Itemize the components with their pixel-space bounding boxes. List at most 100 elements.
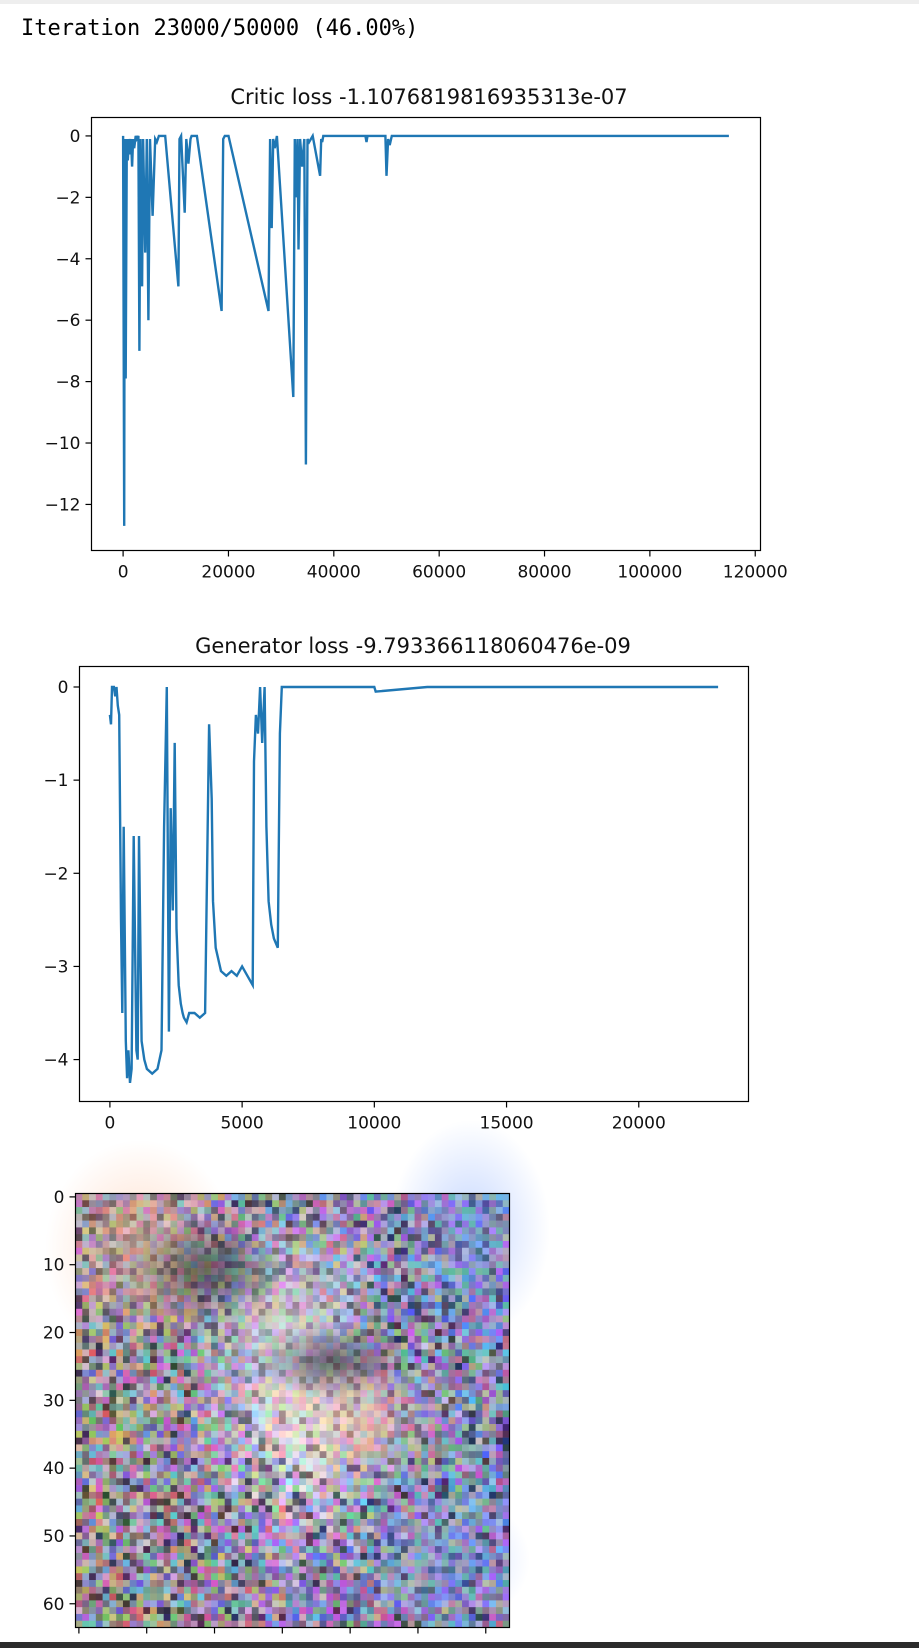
sample-pixel [401, 1302, 409, 1310]
sample-pixel [448, 1471, 456, 1479]
sample-pixel [299, 1613, 307, 1622]
sample-pixel [75, 1519, 83, 1527]
sample-pixel [462, 1349, 470, 1357]
sample-pixel [109, 1580, 117, 1588]
sample-pixel [265, 1505, 273, 1513]
sample-pixel [177, 1383, 185, 1391]
sample-pixel [136, 1383, 144, 1391]
sample-pixel [272, 1546, 280, 1554]
sample-pixel [156, 1600, 164, 1608]
sample-pixel [170, 1552, 178, 1560]
sample-pixel [116, 1607, 124, 1615]
sample-pixel [184, 1471, 192, 1479]
sample-pixel [170, 1525, 178, 1533]
sample-pixel [190, 1620, 198, 1628]
sample-pixel [190, 1437, 198, 1445]
sample-pixel [122, 1369, 131, 1377]
sample-pixel [333, 1613, 341, 1622]
sample-pixel [136, 1390, 144, 1398]
sample-pixel [224, 1505, 232, 1513]
sample-pixel [367, 1498, 375, 1506]
sample-pixel [116, 1424, 124, 1432]
sample-pixel [156, 1451, 164, 1459]
sample-pixel [380, 1254, 388, 1262]
sample-pixel [231, 1505, 239, 1513]
sample-pixel [156, 1525, 164, 1533]
sample-pixel [75, 1525, 83, 1533]
sample-pixel [156, 1485, 164, 1493]
sample-pixel [89, 1376, 97, 1384]
sample-pixel [102, 1437, 110, 1445]
sample-pixel [495, 1478, 504, 1486]
sample-pixel [285, 1519, 293, 1527]
sample-pixel [217, 1559, 225, 1567]
sample-pixel [156, 1417, 164, 1425]
sample-pixel [89, 1349, 97, 1357]
sample-pixel [116, 1403, 124, 1411]
sample-pixel [122, 1451, 131, 1459]
sample-pixel [502, 1410, 510, 1418]
sample-pixel [482, 1383, 490, 1391]
sample-pixel [326, 1525, 334, 1533]
sample-pixel [89, 1369, 97, 1377]
sample-pixel [299, 1600, 307, 1608]
sample-pixel [367, 1200, 375, 1208]
sample-pixel [285, 1566, 293, 1574]
sample-pixel [224, 1593, 232, 1601]
sample-pixel [339, 1566, 348, 1574]
sample-pixel [292, 1552, 300, 1560]
sample-pixel [150, 1586, 158, 1594]
sample-pixel [170, 1390, 178, 1398]
sample-pixel [190, 1478, 198, 1486]
sample-pixel [82, 1586, 90, 1594]
sample-pixel [150, 1525, 158, 1533]
sample-pixel [502, 1403, 510, 1411]
sample-pixel [136, 1607, 144, 1615]
sample-pixel [122, 1539, 131, 1547]
sample-pixel [75, 1491, 83, 1499]
sample-pixel [312, 1532, 320, 1540]
sample-pixel [143, 1390, 151, 1398]
sample-pixel [489, 1342, 497, 1350]
sample-pixel [102, 1464, 110, 1472]
sample-pixel [489, 1620, 497, 1628]
sample-pixel [204, 1485, 212, 1493]
sample-pixel [272, 1586, 280, 1594]
sample-pixel [163, 1559, 171, 1567]
sample-pixel [156, 1444, 164, 1452]
sample-pixel [265, 1586, 273, 1594]
sample-pixel [177, 1478, 185, 1486]
sample-pixel [129, 1613, 137, 1622]
sample-pixel [190, 1532, 198, 1540]
sample-pixel [143, 1403, 151, 1411]
sample-pixel [502, 1417, 510, 1425]
sample-pixel [468, 1471, 476, 1479]
sample-pixel [204, 1593, 212, 1601]
sample-pixel [89, 1532, 97, 1540]
sample-pixel [373, 1234, 381, 1242]
sample-pixel [251, 1566, 259, 1574]
sample-pixel [306, 1559, 314, 1567]
sample-pixel [163, 1552, 171, 1560]
sample-pixel [238, 1498, 246, 1506]
sample-pixel [184, 1444, 192, 1452]
sample-pixel [326, 1620, 334, 1628]
sample-pixel [156, 1430, 164, 1438]
sample-pixel [184, 1437, 192, 1445]
sample-pixel [455, 1478, 463, 1486]
sample-pixel [204, 1498, 212, 1506]
sample-pixel [109, 1573, 117, 1581]
sample-pixel [306, 1552, 314, 1560]
sample-pixel [102, 1573, 110, 1581]
sample-pixel [333, 1193, 341, 1201]
sample-pixel [462, 1369, 470, 1377]
sample-pixel [156, 1410, 164, 1418]
sample-pixel [116, 1437, 124, 1445]
sample-pixel [387, 1261, 395, 1269]
sample-pixel [102, 1519, 110, 1527]
sample-pixel [407, 1308, 415, 1316]
sample-pixel [495, 1363, 504, 1371]
sample-pixel [319, 1512, 327, 1520]
sample-pixel [82, 1417, 90, 1425]
sample-pixel [217, 1613, 225, 1622]
